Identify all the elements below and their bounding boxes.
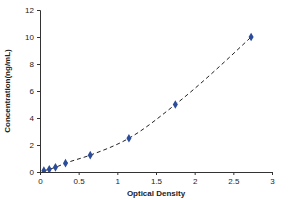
- x-tick-label: 2: [193, 177, 198, 186]
- chart: 0 0.5 1 1.5 2 2.5 3 0 2 4 6 8 10 12 Optical Density Con…: [0, 0, 300, 200]
- x-tick: 2: [193, 172, 198, 186]
- y-tick: 8: [30, 60, 40, 69]
- x-tick-label: 1: [116, 177, 121, 186]
- point: [173, 100, 178, 109]
- x-tick-mark: [79, 172, 80, 175]
- y-tick-mark: [37, 172, 40, 173]
- x-tick: 0: [38, 172, 43, 186]
- y-tick-mark: [37, 91, 40, 92]
- x-tick-label: 0: [38, 177, 43, 186]
- y-tick-label: 12: [25, 6, 34, 15]
- x-tick-label: 1.5: [151, 177, 163, 186]
- y-tick-label: 2: [30, 141, 35, 150]
- y-axis-title: Concentration(ng/mL): [3, 49, 12, 133]
- y-tick: 0: [30, 168, 40, 177]
- x-tick: 1: [116, 172, 121, 186]
- x-tick: 1.5: [151, 172, 163, 186]
- point: [41, 166, 46, 172]
- plot-area: 0 0.5 1 1.5 2 2.5 3 0 2 4 6 8 10 12: [25, 6, 275, 186]
- y-tick: 2: [30, 141, 40, 150]
- y-axis: 0 2 4 6 8 10 12: [25, 6, 40, 177]
- x-tick-label: 3: [270, 177, 275, 186]
- fit-line: [44, 37, 251, 171]
- x-axis-title: Optical Density: [127, 189, 186, 198]
- y-axis-line: [37, 11, 41, 173]
- marks: [41, 33, 253, 172]
- y-tick-label: 0: [30, 168, 35, 177]
- point: [88, 151, 93, 160]
- y-tick-label: 10: [25, 33, 34, 42]
- y-tick-label: 8: [30, 60, 35, 69]
- y-tick-label: 6: [30, 87, 35, 96]
- y-tick: 10: [25, 33, 40, 42]
- x-axis: 0 0.5 1 1.5 2 2.5 3: [38, 172, 275, 186]
- point: [53, 163, 58, 172]
- y-tick-mark: [37, 145, 40, 146]
- x-tick-mark: [195, 172, 196, 175]
- y-tick-mark: [37, 118, 40, 119]
- y-tick-mark: [37, 37, 40, 38]
- point: [249, 33, 254, 42]
- x-tick-label: 2.5: [228, 177, 240, 186]
- y-tick-mark: [37, 10, 40, 11]
- x-tick: 3: [270, 172, 275, 186]
- y-tick: 4: [30, 114, 40, 123]
- x-tick: 2.5: [228, 172, 240, 186]
- point: [63, 159, 68, 168]
- y-tick-label: 4: [30, 114, 35, 123]
- x-tick-mark: [233, 172, 234, 175]
- x-tick: 0.5: [74, 172, 86, 186]
- point: [126, 134, 131, 143]
- y-tick-mark: [37, 64, 40, 65]
- x-tick-mark: [117, 172, 118, 175]
- x-axis-line: [41, 173, 273, 176]
- y-tick: 6: [30, 87, 40, 96]
- x-tick-mark: [156, 172, 157, 175]
- x-tick-label: 0.5: [74, 177, 86, 186]
- x-tick-mark: [272, 172, 273, 175]
- y-tick: 12: [25, 6, 40, 15]
- point: [47, 165, 52, 172]
